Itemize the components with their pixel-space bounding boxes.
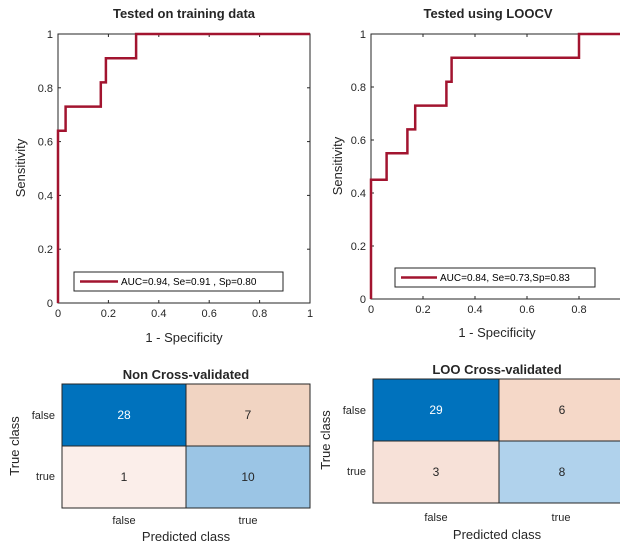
cm-non-cv-cells: 28 7 1 10	[61, 383, 311, 509]
roc-loocv-xtick-label: 0.8	[571, 304, 586, 316]
roc-training-ytick-label: 0.4	[38, 190, 53, 202]
cm-loo-cv-xlabel: Predicted class	[453, 527, 542, 542]
cm-loo-cv-xtick-false: false	[424, 512, 447, 524]
cm-non-cv-cell	[61, 445, 187, 509]
roc-loocv-ytick-label: 0	[360, 294, 366, 306]
cm-non-cv-cell	[61, 383, 187, 447]
roc-loocv-xtick-label: 0.4	[467, 304, 482, 316]
confusion-matrix-loo-cv: LOO Cross-validated 29 6 3 8 false true fal…	[318, 362, 620, 542]
roc-loocv-ytick-label: 0.2	[351, 241, 366, 253]
cm-non-cv-cell-value: 10	[241, 470, 255, 484]
cm-loo-cv-cell	[372, 378, 500, 442]
roc-training-legend-label: AUC=0.94, Se=0.91 , Sp=0.80	[121, 277, 257, 288]
cm-non-cv-cell-value: 1	[121, 470, 128, 484]
cm-loo-cv-cells: 29 6 3 8	[372, 378, 620, 504]
cm-non-cv-cell-value: 7	[245, 408, 252, 422]
roc-training-curve	[56, 32, 310, 303]
roc-loocv-xtick-label: 0.6	[519, 304, 534, 316]
cm-loo-cv-ytick-true: true	[347, 466, 366, 478]
roc-loocv-title: Tested using LOOCV	[423, 6, 552, 21]
roc-training-ytick-label: 0	[47, 298, 53, 310]
cm-loo-cv-xtick-true: true	[552, 512, 571, 524]
cm-non-cv-xtick-true: true	[239, 515, 258, 527]
roc-loocv-ytick-label: 1	[360, 29, 366, 41]
roc-training-xtick-label: 0.8	[252, 308, 267, 320]
cm-non-cv-cell	[185, 383, 311, 447]
roc-loocv-ytick-label: 0.4	[351, 188, 366, 200]
cm-non-cv-xlabel: Predicted class	[142, 529, 231, 544]
cm-loo-cv-cell-value: 8	[559, 465, 566, 479]
cm-loo-cv-title: LOO Cross-validated	[432, 362, 561, 377]
roc-training-legend: AUC=0.94, Se=0.91 , Sp=0.80	[73, 271, 284, 292]
roc-training-xtick-label: 0.6	[202, 308, 217, 320]
cm-loo-cv-cell-value: 6	[559, 403, 566, 417]
roc-loocv-legend-label: AUC=0.84, Se=0.73,Sp=0.83	[440, 273, 570, 284]
roc-training-xtick-label: 0.4	[151, 308, 166, 320]
cm-non-cv-xtick-false: false	[112, 515, 135, 527]
roc-loocv-ticks: 0 0.2 0.4 0.6 0.8 0 0.2 0.4 0.6 0.8 1	[351, 29, 587, 316]
roc-training-ylabel: Sensitivity	[13, 138, 28, 197]
cm-non-cv-ytick-true: true	[36, 471, 55, 483]
roc-loocv-ylabel: Sensitivity	[330, 136, 345, 195]
cm-loo-cv-frame	[372, 378, 620, 504]
roc-loocv-legend-box	[394, 267, 596, 288]
roc-loocv-xtick-label: 0.2	[415, 304, 430, 316]
cm-loo-cv-cell	[498, 378, 620, 442]
roc-training-title: Tested on training data	[113, 6, 256, 21]
cm-loo-cv-cell-value: 3	[433, 465, 440, 479]
cm-non-cv-ylabel: True class	[7, 416, 22, 476]
roc-plot-loocv: Tested using LOOCV 1 - Specificity Sensi…	[330, 6, 620, 340]
roc-loocv-curve	[369, 32, 620, 299]
cm-loo-cv-cell	[372, 440, 500, 504]
roc-training-ytick-label: 0.2	[38, 244, 53, 256]
roc-training-xtick-label: 0.2	[101, 308, 116, 320]
roc-loocv-ytick-label: 0.6	[351, 135, 366, 147]
roc-training-xtick-label: 0	[55, 308, 61, 320]
roc-training-legend-box	[73, 271, 284, 292]
roc-training-xtick-label: 1	[307, 308, 313, 320]
confusion-matrix-non-cv: Non Cross-validated 28 7 1 10 false true fa…	[7, 367, 311, 544]
roc-loocv-xtick-label: 0	[368, 304, 374, 316]
roc-loocv-legend: AUC=0.84, Se=0.73,Sp=0.83	[394, 267, 596, 288]
roc-training-ticks: 0 0.2 0.4 0.6 0.8 1 0 0.2 0.4 0.6 0.8 1	[38, 29, 313, 320]
roc-training-ytick-label: 0.6	[38, 137, 53, 149]
roc-training-ytick-label: 1	[47, 29, 53, 41]
roc-training-ytick-label: 0.8	[38, 83, 53, 95]
cm-non-cv-ytick-false: false	[32, 410, 55, 422]
roc-training-xlabel: 1 - Specificity	[145, 330, 223, 345]
roc-loocv-axes-box	[370, 33, 620, 300]
cm-loo-cv-ylabel: True class	[318, 410, 333, 470]
roc-loocv-xlabel: 1 - Specificity	[458, 325, 536, 340]
cm-non-cv-cell-value: 28	[117, 408, 131, 422]
roc-training-axes-box	[57, 33, 311, 304]
cm-loo-cv-cell-value: 29	[429, 403, 443, 417]
cm-loo-cv-ytick-false: false	[343, 405, 366, 417]
roc-plot-training: Tested on training data 1 - Specificity …	[13, 6, 313, 345]
cm-non-cv-frame	[61, 383, 311, 509]
cm-loo-cv-cell	[498, 440, 620, 504]
roc-loocv-ytick-label: 0.8	[351, 82, 366, 94]
cm-non-cv-title: Non Cross-validated	[123, 367, 249, 382]
